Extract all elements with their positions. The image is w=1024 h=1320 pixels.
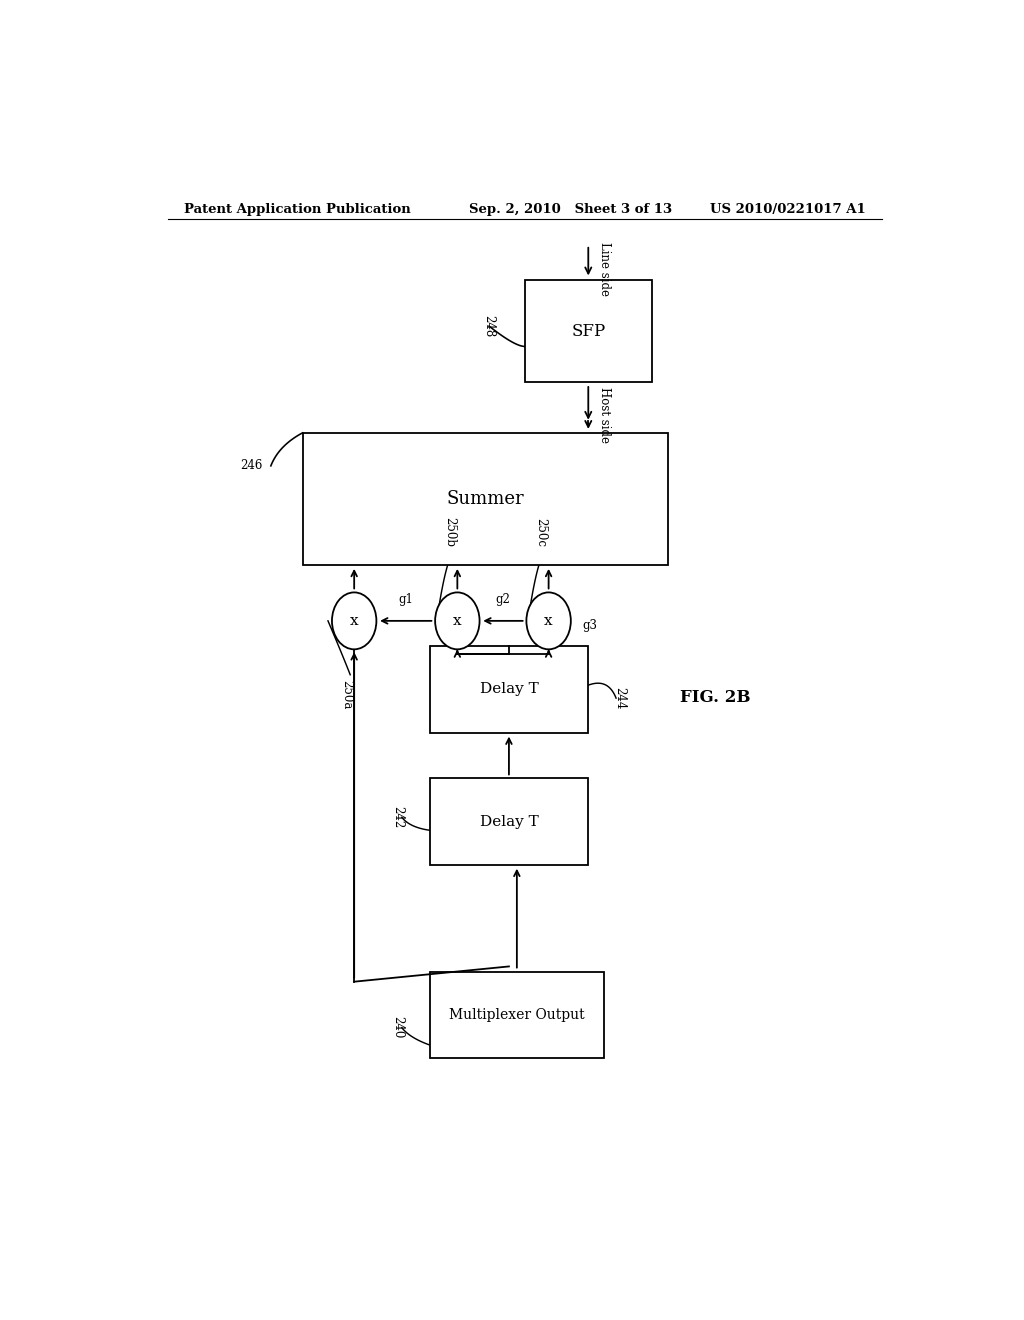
Text: 240: 240 xyxy=(391,1016,404,1039)
Text: Multiplexer Output: Multiplexer Output xyxy=(450,1007,585,1022)
Text: x: x xyxy=(545,614,553,628)
Bar xyxy=(430,647,589,733)
Bar xyxy=(430,972,604,1057)
Text: Summer: Summer xyxy=(446,490,524,508)
Text: g1: g1 xyxy=(398,593,414,606)
Text: Delay T: Delay T xyxy=(479,814,539,829)
Text: Patent Application Publication: Patent Application Publication xyxy=(183,203,411,215)
Text: x: x xyxy=(453,614,462,628)
Text: Line side: Line side xyxy=(598,242,610,296)
Text: 248: 248 xyxy=(482,315,496,337)
Text: 250a: 250a xyxy=(340,680,352,709)
Text: Sep. 2, 2010   Sheet 3 of 13: Sep. 2, 2010 Sheet 3 of 13 xyxy=(469,203,673,215)
Circle shape xyxy=(526,593,570,649)
Text: g3: g3 xyxy=(583,619,598,632)
Text: Host side: Host side xyxy=(598,387,610,444)
Text: 244: 244 xyxy=(613,686,627,709)
Text: g2: g2 xyxy=(496,593,510,606)
Text: 250b: 250b xyxy=(443,516,456,546)
Text: x: x xyxy=(350,614,358,628)
Text: 246: 246 xyxy=(241,459,263,473)
Bar xyxy=(430,779,589,865)
Text: 250c: 250c xyxy=(535,517,547,546)
Text: SFP: SFP xyxy=(571,322,605,339)
Bar xyxy=(303,433,668,565)
Circle shape xyxy=(435,593,479,649)
Bar xyxy=(524,280,651,381)
Text: 242: 242 xyxy=(391,807,404,829)
Text: Delay T: Delay T xyxy=(479,682,539,697)
Text: US 2010/0221017 A1: US 2010/0221017 A1 xyxy=(711,203,866,215)
Circle shape xyxy=(332,593,377,649)
Text: FIG. 2B: FIG. 2B xyxy=(680,689,751,706)
